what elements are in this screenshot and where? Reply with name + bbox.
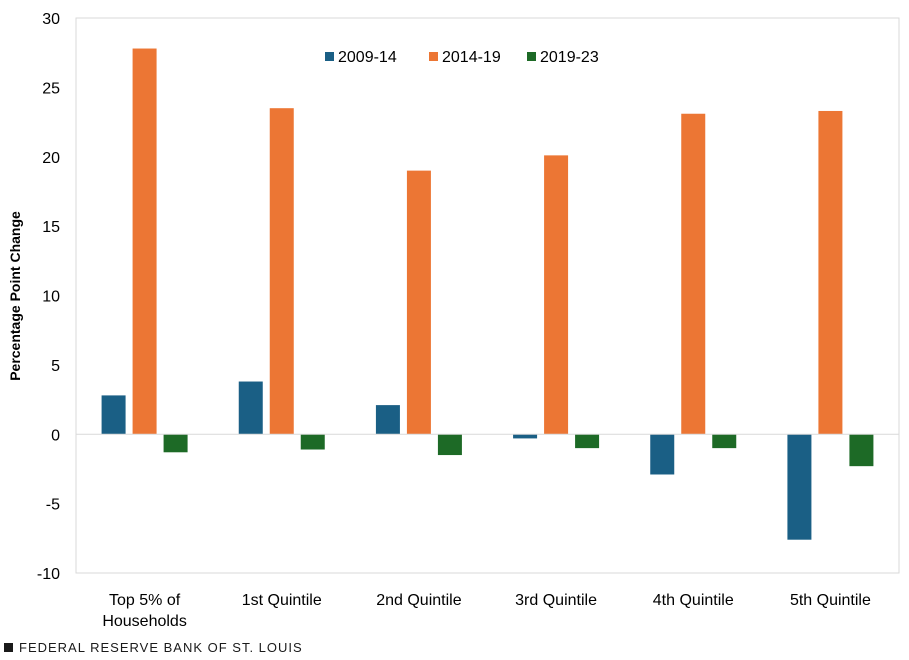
bar-2014-19 xyxy=(132,48,157,435)
x-tick-label: 3rd Quintile xyxy=(515,592,597,609)
bar-2019-23 xyxy=(300,434,325,450)
bar-2009-14 xyxy=(375,405,400,435)
bar-2009-14 xyxy=(513,434,538,439)
legend: 2009-14 2014-19 2019-23 xyxy=(325,49,599,66)
x-tick-label: 1st Quintile xyxy=(242,592,322,609)
legend-label: 2009-14 xyxy=(338,49,397,66)
bar-2014-19 xyxy=(544,155,569,435)
bar-2014-19 xyxy=(269,108,294,435)
legend-label: 2019-23 xyxy=(540,49,599,66)
bar-2009-14 xyxy=(238,381,263,435)
y-tick-label: -5 xyxy=(46,497,60,514)
x-tick-label: 2nd Quintile xyxy=(376,592,461,609)
bar-2009-14 xyxy=(101,395,126,435)
y-tick-label: 30 xyxy=(42,11,60,28)
bar-2019-23 xyxy=(163,434,188,453)
bar-2014-19 xyxy=(406,170,431,435)
legend-swatch xyxy=(429,52,438,61)
plot-area-border xyxy=(75,17,900,574)
y-tick-label: 15 xyxy=(42,219,60,236)
y-tick-label: 20 xyxy=(42,150,60,167)
y-tick-label: 5 xyxy=(51,358,60,375)
y-tick-label: 0 xyxy=(51,427,60,444)
bar-2019-23 xyxy=(437,434,462,456)
bar-2014-19 xyxy=(681,113,706,435)
bar-2009-14 xyxy=(650,434,675,475)
x-tick-label: Top 5% of xyxy=(109,592,181,609)
x-tick-label: Households xyxy=(102,613,187,630)
y-axis-label: Percentage Point Change xyxy=(7,211,23,381)
legend-swatch xyxy=(325,52,334,61)
bar-2019-23 xyxy=(575,434,600,449)
bar-2009-14 xyxy=(787,434,812,540)
x-axis-ticks: Top 5% of Households 1st Quintile 2nd Quint… xyxy=(102,592,871,630)
x-tick-label: 5th Quintile xyxy=(790,592,871,609)
bar-2019-23 xyxy=(849,434,874,467)
bars xyxy=(101,48,874,540)
x-tick-label: 4th Quintile xyxy=(653,592,734,609)
y-tick-label: 10 xyxy=(42,289,60,306)
y-tick-label: -10 xyxy=(37,566,60,583)
footer: FEDERAL RESERVE BANK OF ST. LOUIS xyxy=(4,640,303,655)
footer-source: FEDERAL RESERVE BANK OF ST. LOUIS xyxy=(19,640,303,655)
bar-chart: 30 25 20 15 10 5 0 -5 -10 Top 5% of Households 1st… xyxy=(7,11,900,630)
bar-2014-19 xyxy=(818,110,843,435)
y-tick-label: 25 xyxy=(42,80,60,97)
y-axis-ticks: 30 25 20 15 10 5 0 -5 -10 xyxy=(37,11,60,583)
legend-swatch xyxy=(527,52,536,61)
bar-2019-23 xyxy=(712,434,737,449)
footer-square-icon xyxy=(4,643,13,652)
legend-label: 2014-19 xyxy=(442,49,501,66)
